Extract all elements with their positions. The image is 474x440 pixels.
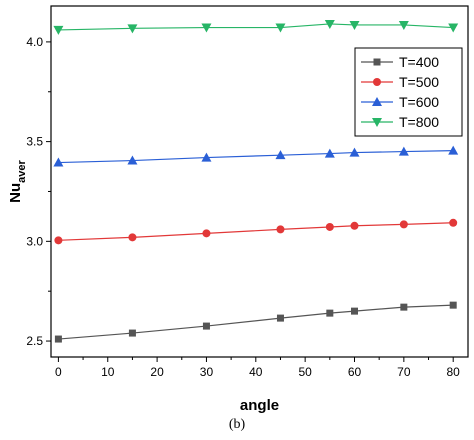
data-point	[127, 24, 138, 34]
data-point	[350, 307, 358, 315]
data-point	[349, 20, 360, 30]
data-point	[202, 229, 211, 238]
legend-label: T=800	[399, 114, 439, 130]
legend-label: T=400	[399, 54, 439, 70]
data-point	[128, 233, 137, 242]
data-point	[53, 157, 64, 167]
data-point	[54, 335, 62, 343]
y-tick-label: 2.5	[26, 334, 43, 348]
x-tick-label: 20	[150, 365, 164, 379]
data-point	[53, 25, 64, 35]
data-point	[201, 152, 212, 162]
data-point	[324, 148, 335, 158]
y-axis-title-base: Nu	[7, 183, 24, 203]
series-t-600	[53, 145, 459, 167]
data-point	[398, 20, 409, 30]
legend-label: T=600	[399, 94, 439, 110]
data-point	[448, 145, 459, 155]
data-point	[324, 19, 335, 29]
x-tick-label: 60	[348, 365, 362, 379]
data-point	[325, 222, 334, 231]
data-point	[276, 314, 284, 322]
series-t-400	[54, 301, 457, 343]
data-point	[275, 23, 286, 33]
data-point	[127, 155, 138, 165]
data-point	[449, 301, 457, 309]
data-point	[128, 329, 136, 337]
y-tick-label: 3.0	[26, 234, 43, 248]
data-point	[275, 150, 286, 160]
y-axis-title-subscript: aver	[16, 159, 28, 182]
data-point	[54, 236, 63, 245]
x-tick-label: 80	[447, 365, 461, 379]
series-line	[58, 149, 454, 164]
series-line	[58, 304, 454, 340]
legend-marker	[372, 118, 382, 127]
y-axis-title: Nuaver	[7, 159, 28, 202]
data-point	[449, 218, 458, 227]
x-tick-label: 10	[101, 365, 115, 379]
data-point	[202, 322, 210, 330]
data-point	[400, 303, 408, 311]
legend-marker	[372, 97, 382, 106]
series-line	[58, 222, 454, 241]
series-t-800	[53, 19, 459, 35]
data-point	[350, 221, 359, 230]
data-point	[448, 23, 459, 33]
data-point	[201, 23, 212, 33]
data-point	[399, 220, 408, 229]
x-tick-label: 40	[249, 365, 263, 379]
legend-entry: T=400	[361, 54, 439, 70]
y-tick-label: 3.5	[26, 135, 43, 149]
data-point	[349, 147, 360, 157]
data-point	[326, 309, 334, 317]
legend: T=400 T=500 T=600 T=800	[354, 47, 463, 137]
series-t-500	[54, 218, 458, 245]
figure-caption: (b)	[228, 417, 246, 432]
x-axis-title: angle	[240, 397, 279, 414]
x-tick-label: 30	[200, 365, 214, 379]
legend-marker	[373, 78, 381, 86]
legend-box	[354, 47, 463, 137]
legend-entry: T=600	[361, 94, 439, 110]
legend-entry: T=800	[361, 114, 439, 130]
legend-label: T=500	[399, 74, 439, 90]
plot-area	[53, 19, 459, 343]
series-line	[58, 23, 454, 31]
legend-entry: T=500	[361, 74, 439, 90]
plot-frame	[50, 5, 469, 358]
x-tick-label: 50	[298, 365, 312, 379]
x-tick-label: 70	[397, 365, 411, 379]
axes: 0 10 20 30 40 50 60 70 80 2.5 3.0 3.5 4.0	[26, 5, 469, 379]
legend-marker	[373, 58, 381, 66]
data-point	[398, 146, 409, 156]
y-tick-label: 4.0	[26, 35, 43, 49]
data-point	[276, 225, 285, 234]
x-tick-label: 0	[55, 365, 62, 379]
